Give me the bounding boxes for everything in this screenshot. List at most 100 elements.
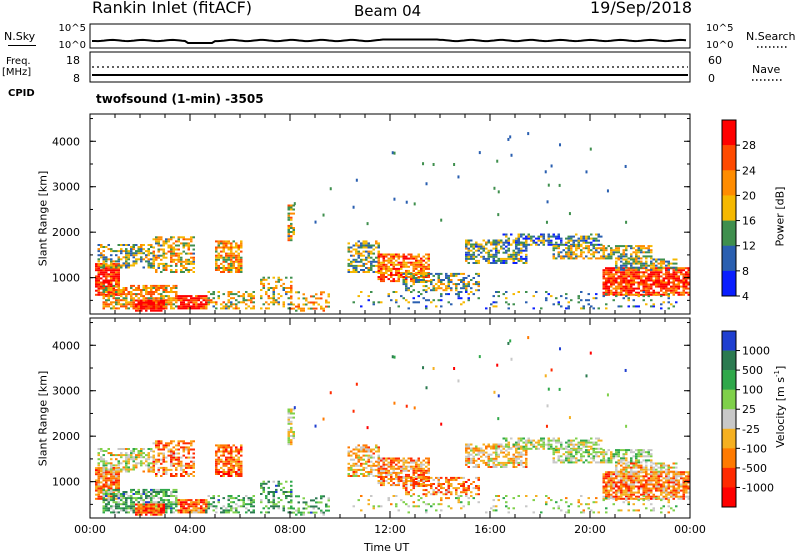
power-cell bbox=[597, 233, 600, 236]
power-cell bbox=[132, 289, 135, 291]
power-cell bbox=[367, 252, 370, 255]
power-cell bbox=[672, 305, 675, 308]
power-cell bbox=[290, 301, 293, 304]
velocity-cell bbox=[237, 475, 240, 477]
velocity-cell bbox=[225, 458, 228, 461]
velocity-cell bbox=[505, 466, 508, 468]
velocity-cell bbox=[390, 459, 393, 462]
power-cell bbox=[667, 279, 670, 282]
velocity-cell bbox=[195, 499, 198, 502]
velocity-cell bbox=[520, 439, 523, 442]
power-cell bbox=[412, 277, 415, 279]
power-cell bbox=[642, 273, 645, 276]
velocity-cell bbox=[127, 460, 130, 463]
power-cell bbox=[392, 255, 395, 258]
power-cell bbox=[190, 299, 193, 302]
velocity-cell bbox=[165, 509, 168, 512]
velocity-cell bbox=[397, 476, 400, 478]
velocity-cell bbox=[447, 481, 450, 483]
power-cell bbox=[250, 293, 253, 296]
velocity-cell bbox=[155, 507, 158, 510]
velocity-cell bbox=[152, 505, 155, 508]
power-cell bbox=[170, 287, 173, 289]
velocity-cell bbox=[160, 501, 163, 504]
power-cell bbox=[132, 244, 135, 246]
power-cell bbox=[557, 253, 560, 256]
power-cell bbox=[640, 266, 643, 269]
power-cell bbox=[627, 289, 630, 292]
power-cell bbox=[157, 264, 160, 267]
power-cell bbox=[622, 245, 625, 248]
power-cell bbox=[157, 293, 160, 296]
power-cell bbox=[465, 251, 468, 254]
power-cell bbox=[167, 238, 170, 241]
velocity-cell bbox=[387, 473, 390, 476]
velocity-cell bbox=[227, 473, 230, 475]
power-cell bbox=[355, 267, 358, 269]
power-cell bbox=[215, 307, 218, 310]
power-cell bbox=[417, 255, 420, 258]
power-cell bbox=[182, 271, 185, 273]
velocity-cell bbox=[132, 493, 135, 495]
velocity-cell bbox=[380, 457, 383, 460]
power-cell bbox=[597, 257, 600, 260]
power-cell bbox=[365, 250, 368, 253]
power-cell bbox=[530, 237, 533, 240]
velocity-cell bbox=[122, 497, 125, 500]
velocity-cell bbox=[347, 468, 350, 471]
velocity-cell bbox=[365, 466, 368, 469]
velocity-cell bbox=[180, 507, 183, 510]
velocity-cell bbox=[360, 462, 363, 465]
power-cell bbox=[570, 245, 573, 248]
velocity-cell bbox=[187, 464, 190, 467]
power-cell bbox=[487, 255, 490, 258]
power-cell bbox=[125, 287, 128, 289]
velocity-cell bbox=[122, 495, 125, 497]
velocity-cell bbox=[220, 507, 223, 510]
velocity-cell bbox=[390, 484, 393, 487]
power-cell bbox=[360, 264, 363, 267]
power-cell bbox=[447, 281, 450, 283]
power-cell bbox=[422, 263, 425, 266]
velocity-cell bbox=[320, 501, 323, 504]
velocity-cell bbox=[280, 482, 283, 485]
velocity-cell bbox=[182, 440, 185, 443]
velocity-cell bbox=[395, 471, 398, 474]
velocity-cell bbox=[402, 483, 405, 485]
power-cell bbox=[117, 277, 120, 280]
velocity-cell bbox=[100, 458, 103, 461]
velocity-cell bbox=[157, 497, 160, 500]
power-cell bbox=[132, 264, 135, 267]
velocity-cell bbox=[525, 439, 528, 442]
power-cell bbox=[645, 262, 648, 265]
power-cell bbox=[652, 293, 655, 296]
velocity-cell bbox=[427, 484, 430, 487]
power-cell bbox=[432, 274, 435, 277]
power-cell bbox=[555, 247, 558, 250]
power-cell bbox=[220, 307, 223, 310]
power-cell bbox=[190, 305, 193, 308]
velocity-cell bbox=[472, 447, 475, 450]
power-cell bbox=[517, 249, 520, 252]
power-cell bbox=[455, 287, 458, 290]
power-cell bbox=[162, 305, 165, 308]
power-cell bbox=[485, 243, 488, 246]
power-cell bbox=[420, 267, 423, 270]
power-cell bbox=[162, 240, 165, 243]
power-cell bbox=[147, 301, 150, 304]
power-cell bbox=[287, 206, 290, 209]
power-cell bbox=[650, 255, 653, 258]
power-cell bbox=[115, 284, 118, 287]
power-cell bbox=[607, 271, 610, 274]
power-cell bbox=[420, 272, 423, 274]
power-cell bbox=[287, 233, 290, 236]
power-cell bbox=[130, 254, 133, 257]
power-cell bbox=[532, 295, 535, 298]
power-cell bbox=[265, 301, 268, 304]
power-cell bbox=[482, 245, 485, 248]
velocity-cell bbox=[180, 462, 183, 465]
velocity-cell bbox=[287, 441, 290, 444]
power-cell bbox=[167, 301, 170, 304]
power-cell bbox=[445, 293, 448, 296]
